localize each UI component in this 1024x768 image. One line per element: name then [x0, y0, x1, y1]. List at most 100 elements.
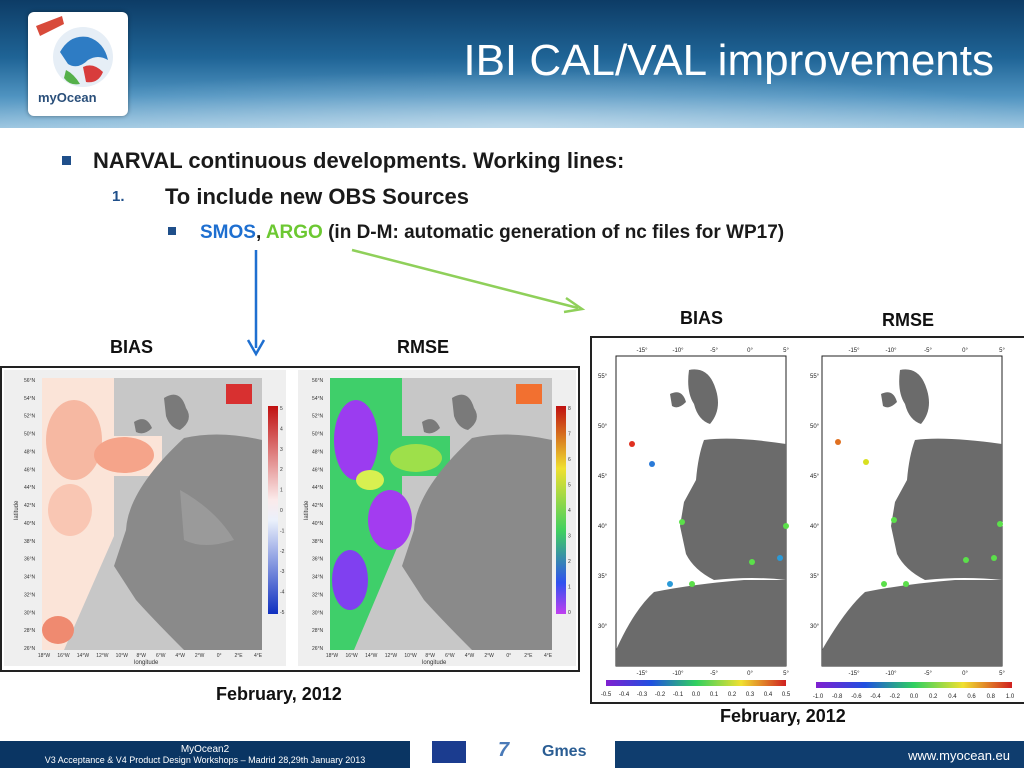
header-banner: myOcean IBI CAL/VAL improvements	[0, 0, 1024, 128]
lon-tick-label: 5°	[783, 671, 789, 677]
list-number: 1.	[112, 188, 125, 205]
data-point	[783, 523, 789, 529]
lon-tick-label: 10°W	[116, 653, 129, 659]
lat-tick-label: 50°N	[312, 432, 324, 438]
lon-tick-label: 0°	[747, 348, 753, 354]
lon-tick-label: 0°	[506, 653, 511, 659]
right-date: February, 2012	[720, 706, 846, 726]
lat-tick-label: 28°N	[312, 628, 324, 634]
scale-tick-label: 3	[280, 447, 283, 453]
scale-tick-label: 0.8	[987, 694, 996, 700]
scale-tick-label: 0.1	[710, 692, 719, 698]
scale-tick-label: 4	[280, 426, 283, 432]
left-rmse-y-axis: latitude	[304, 500, 310, 520]
lat-tick-label: 30°	[598, 624, 608, 630]
page-title: IBI CAL/VAL improvements	[463, 36, 994, 85]
scale-tick-label: 1	[280, 488, 283, 494]
scale-tick-label: 6	[568, 457, 571, 463]
lon-tick-label: -10°	[885, 348, 897, 354]
lat-tick-label: 42°N	[24, 503, 36, 509]
right-map-frame: -15° -10° -5° 0° 5° -15° -10° -5° 0° 5° 55° 50° 45…	[590, 336, 1024, 704]
scale-tick-label: 2	[280, 467, 283, 473]
lon-tick-label: -10°	[885, 671, 897, 677]
argo-text: ARGO	[265, 222, 323, 243]
lat-tick-label: 35°	[598, 574, 608, 580]
scale-tick-label: -3	[280, 569, 285, 575]
lon-tick-label: 16°W	[57, 653, 70, 659]
scale-tick-label: 5	[568, 483, 571, 489]
left-rmse-x-axis: longitude	[422, 660, 447, 666]
scale-tick-label: -0.1	[673, 692, 684, 698]
left-bias-label: BIAS	[110, 337, 154, 357]
lat-tick-label: 32°N	[24, 592, 36, 598]
lon-tick-label: 8°W	[137, 653, 147, 659]
argo-arrow	[351, 248, 579, 310]
data-point	[649, 461, 655, 467]
lon-tick-label: 5°	[999, 348, 1005, 354]
lat-tick-label: 28°N	[24, 628, 36, 634]
scale-tick-label: 0.2	[929, 694, 938, 700]
eu-flag-icon	[432, 741, 466, 763]
lat-tick-label: 32°N	[312, 592, 324, 598]
lat-tick-label: 30°	[810, 624, 820, 630]
right-rmse-label: RMSE	[882, 310, 935, 330]
lon-tick-label: 0°	[962, 348, 968, 354]
lon-tick-label: -15°	[636, 348, 648, 354]
scale-tick-label: -0.8	[832, 694, 843, 700]
data-point	[835, 439, 841, 445]
scale-tick-label: 0.5	[782, 692, 791, 698]
bullet-narval: NARVAL continuous developments. Working …	[62, 148, 624, 174]
scale-tick-label: -5	[280, 610, 285, 616]
right-rmse-map: -15° -10° -5° 0° 5° -15° -10° -5° 0° 5° 55° 50° 45…	[808, 340, 1022, 700]
lon-tick-label: 0°	[217, 653, 222, 659]
lat-tick-label: 50°	[810, 424, 820, 430]
scale-tick-label: 0.6	[967, 694, 976, 700]
data-point	[629, 441, 635, 447]
lat-tick-label: 50°N	[24, 432, 36, 438]
sub-bullet-smos-argo: SMOS, ARGO (in D-M: automatic generation…	[168, 222, 784, 244]
lat-tick-label: 56°N	[24, 378, 36, 384]
lat-tick-label: 44°N	[24, 485, 36, 491]
lat-tick-label: 52°N	[24, 414, 36, 420]
logo-text: myOcean	[38, 90, 97, 105]
lon-tick-label: 18°W	[38, 653, 51, 659]
lon-tick-label: 4°W	[175, 653, 185, 659]
lat-tick-label: 45°	[598, 474, 608, 480]
scale-tick-label: 0.3	[746, 692, 755, 698]
sub-bullet-obs: To include new OBS Sources	[165, 184, 469, 209]
lat-tick-label: 34°N	[312, 575, 324, 581]
lon-tick-label: 10°W	[404, 653, 417, 659]
globe-icon	[36, 16, 113, 87]
lat-tick-label: 36°N	[312, 557, 324, 563]
lat-tick-label: 46°N	[24, 467, 36, 473]
smos-text: SMOS	[200, 222, 256, 243]
lon-tick-label: 8°W	[425, 653, 435, 659]
right-bias-label: BIAS	[680, 308, 724, 328]
lon-tick-label: 4°W	[465, 653, 475, 659]
lon-tick-label: 14°W	[77, 653, 90, 659]
data-point	[679, 519, 685, 525]
lat-tick-label: 54°N	[24, 396, 36, 402]
lon-tick-label: 12°W	[385, 653, 398, 659]
lon-tick-label: -5°	[710, 348, 718, 354]
data-point	[689, 581, 695, 587]
lon-tick-label: -15°	[848, 671, 860, 677]
scale-tick-label: -0.2	[890, 694, 901, 700]
lon-tick-label: -5°	[710, 671, 718, 677]
data-point	[881, 581, 887, 587]
lat-tick-label: 30°N	[312, 610, 324, 616]
left-rmse-map: latitude longitude 56°N 54°N 52°N 50°N 48°N 4…	[298, 370, 576, 666]
lon-tick-label: -15°	[848, 348, 860, 354]
lat-tick-label: 42°N	[312, 503, 324, 509]
scale-tick-label: 7	[568, 432, 571, 438]
footer-line1: MyOcean2	[180, 744, 230, 755]
scale-tick-label: -0.6	[851, 694, 862, 700]
fp7-logo-icon: 7	[498, 739, 510, 761]
left-bias-x-axis: longitude	[134, 660, 159, 666]
bullet-square-icon	[168, 226, 176, 235]
lon-tick-label: 5°	[999, 671, 1005, 677]
lat-tick-label: 40°	[598, 524, 608, 530]
scale-tick-label: -2	[280, 549, 285, 555]
footer: MyOcean2 V3 Acceptance & V4 Product Desi…	[0, 733, 1024, 768]
